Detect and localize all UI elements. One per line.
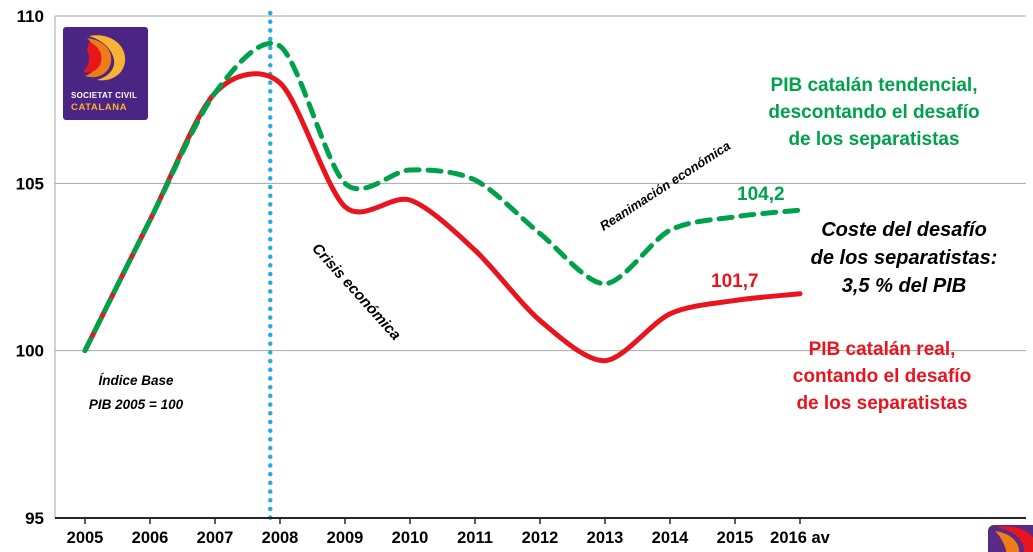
x-tick-label: 2016 av: [770, 529, 830, 547]
index-base-note: Índice Base PIB 2005 = 100: [88, 373, 184, 412]
x-tick-label: 2013: [587, 529, 624, 547]
x-tick-label: 2015: [717, 529, 754, 547]
y-tick-label: 105: [16, 174, 44, 193]
corner-flame-icon: [995, 526, 1033, 552]
logo-text-line2: CATALANA: [71, 101, 128, 113]
x-tick-label: 2009: [327, 529, 364, 547]
tendencial-end-value: 104,2: [737, 184, 785, 205]
y-tick-label: 110: [17, 7, 44, 26]
x-tick-label: 2008: [262, 529, 299, 547]
x-tick-label: 2014: [652, 529, 690, 547]
corner-logo: [988, 525, 1033, 552]
y-tick-label: 100: [16, 342, 44, 361]
x-tick-label: 2005: [67, 529, 104, 547]
x-tick-label: 2006: [132, 529, 169, 547]
real-end-value: 101,7: [711, 271, 759, 292]
real-series-label: PIB catalán real, contando el desafío de…: [792, 339, 972, 414]
x-tick-label: 2010: [392, 529, 429, 547]
series-tendencial-line: [82, 41, 803, 354]
tendencial-series-label: PIB catalán tendencial, descontando el d…: [768, 75, 980, 150]
scc-logo: SOCIETAT CIVIL CATALANA: [63, 27, 148, 120]
scc-flame-icon: [83, 35, 126, 81]
y-tick-label: 95: [25, 509, 44, 528]
x-tick-label: 2007: [197, 529, 234, 547]
coste-desafio-note: Coste del desafío de los separatistas: 3…: [810, 219, 998, 297]
logo-text-line1: SOCIETAT CIVIL: [71, 91, 138, 101]
x-tick-label: 2012: [522, 529, 559, 547]
x-tick-label: 2011: [457, 529, 493, 547]
series-real-line: [82, 71, 803, 364]
